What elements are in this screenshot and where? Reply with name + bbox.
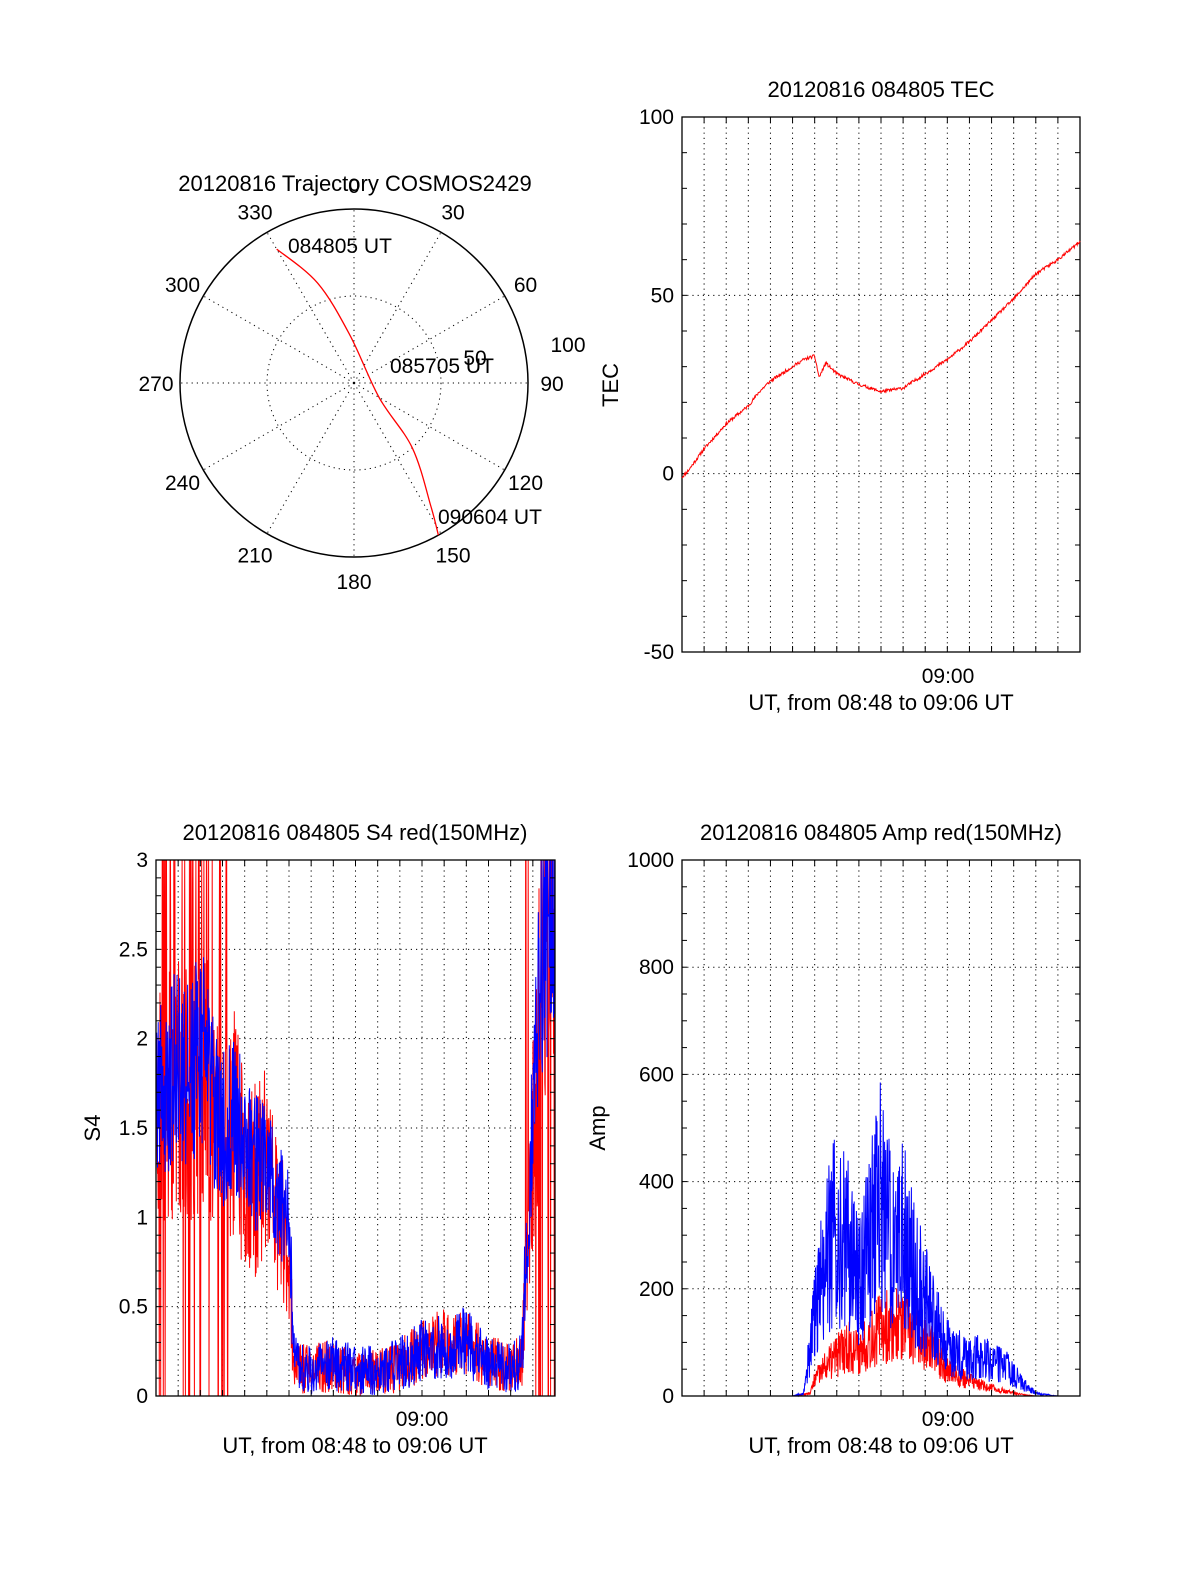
- azimuth-label: 0: [348, 175, 360, 198]
- trajectory-line: [276, 248, 440, 536]
- azimuth-label: 180: [336, 571, 371, 594]
- azimuth-label: 30: [441, 202, 464, 225]
- amp-title: 20120816 084805 Amp red(150MHz): [700, 820, 1062, 845]
- tec-plot: 20120816 084805 TEC -50 0 50 100 09:00 UT, …: [598, 77, 1081, 715]
- polar-spoke: [266, 382, 355, 534]
- polar-azimuth-labels: 0 30 60 90 120 150 180 210 240 270 300 330: [138, 175, 563, 594]
- s4-grid: [156, 860, 555, 1396]
- tec-x-axis-label: UT, from 08:48 to 09:06 UT: [748, 690, 1013, 715]
- s4-x-tick-label: 09:00: [396, 1408, 449, 1431]
- s4-series: [155, 859, 556, 1397]
- y-tick-label: 50: [651, 284, 674, 307]
- s4-title: 20120816 084805 S4 red(150MHz): [183, 820, 528, 845]
- s4-y-axis-label: S4: [80, 1115, 105, 1142]
- s4-y-ticks: 0 0.5 1 1.5 2 2.5 3: [119, 849, 556, 1408]
- azimuth-label: 300: [165, 274, 200, 297]
- tec-y-ticks: -50 0 50 100: [639, 106, 1081, 664]
- s4-x-axis-label: UT, from 08:48 to 09:06 UT: [222, 1433, 487, 1458]
- annotation-end-time: 090604 UT: [438, 506, 542, 529]
- polar-trajectory-plot: 20120816 Trajectory COSMOS2429 0 30 60 90 12…: [138, 171, 585, 594]
- y-tick-label: -50: [644, 641, 674, 664]
- polar-spoke: [353, 382, 505, 471]
- polar-outer-circle: [179, 208, 529, 558]
- y-tick-label: 0: [136, 1385, 148, 1408]
- y-tick-label: 400: [639, 1171, 674, 1194]
- azimuth-label: 330: [237, 202, 272, 225]
- y-tick-label: 2.5: [119, 938, 148, 961]
- polar-grid: [179, 208, 529, 558]
- azimuth-label: 270: [138, 373, 173, 396]
- y-tick-label: 800: [639, 956, 674, 979]
- azimuth-label: 90: [540, 373, 563, 396]
- amp-y-ticks: 0 200 400 600 800 1000: [627, 849, 1081, 1408]
- amp-y-axis-label: Amp: [585, 1105, 610, 1150]
- polar-spoke: [353, 382, 442, 534]
- y-tick-label: 1000: [627, 849, 674, 872]
- azimuth-label: 60: [514, 274, 537, 297]
- s4-plot: 20120816 084805 S4 red(150MHz) 0 0.5 1 1.5 2…: [80, 820, 556, 1458]
- y-tick-label: 0.5: [119, 1296, 148, 1319]
- amp-plot: 20120816 084805 Amp red(150MHz) 0 200 400 6…: [585, 820, 1081, 1458]
- annotation-start-time: 084805 UT: [288, 235, 392, 258]
- amp-grid: [682, 860, 1080, 1396]
- amp-x-tick-label: 09:00: [922, 1408, 975, 1431]
- polar-spoke: [203, 382, 355, 471]
- polar-spoke: [203, 295, 355, 384]
- polar-radial-label-100: 100: [550, 334, 585, 357]
- amp-x-axis-label: UT, from 08:48 to 09:06 UT: [748, 1433, 1013, 1458]
- azimuth-label: 240: [165, 472, 200, 495]
- y-tick-label: 1: [136, 1206, 148, 1229]
- tec-series: [681, 240, 1081, 479]
- azimuth-label: 210: [237, 545, 272, 568]
- y-tick-label: 1.5: [119, 1117, 148, 1140]
- tec-y-axis-label: TEC: [598, 363, 623, 407]
- y-tick-label: 100: [639, 106, 674, 129]
- y-tick-label: 3: [136, 849, 148, 872]
- polar-title: 20120816 Trajectory COSMOS2429: [178, 171, 531, 196]
- tec-title: 20120816 084805 TEC: [767, 77, 994, 102]
- series-line-blue: [155, 859, 556, 1396]
- polar-inner-circle: [266, 295, 442, 471]
- annotation-mid-time: 085705 UT: [390, 355, 494, 378]
- series-line-red: [681, 240, 1081, 479]
- polar-radial-label-50: 50: [463, 347, 486, 370]
- y-tick-label: 2: [136, 1028, 148, 1051]
- y-tick-label: 0: [662, 1385, 674, 1408]
- azimuth-label: 150: [435, 545, 470, 568]
- tec-x-tick-label: 09:00: [922, 665, 975, 688]
- y-tick-label: 200: [639, 1278, 674, 1301]
- y-tick-label: 600: [639, 1063, 674, 1086]
- azimuth-label: 120: [508, 472, 543, 495]
- tec-grid: [682, 117, 1080, 652]
- tec-frame: [681, 116, 1081, 653]
- y-tick-label: 0: [662, 463, 674, 486]
